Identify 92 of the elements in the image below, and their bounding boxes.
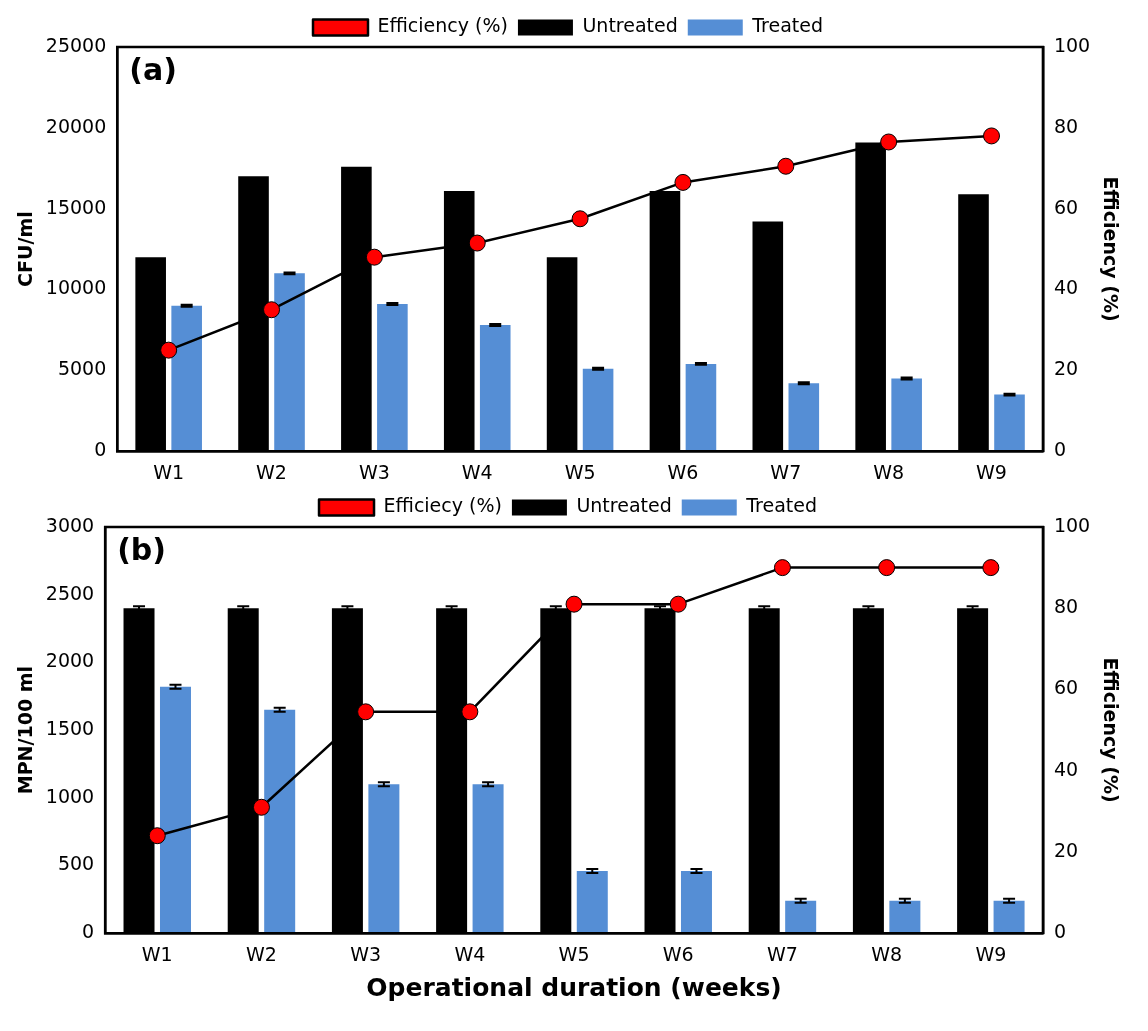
y-axis-title: CFU/ml xyxy=(14,211,37,287)
y2-tick-label: 40 xyxy=(1053,276,1079,299)
point xyxy=(982,559,1000,577)
point xyxy=(468,234,486,252)
annotation: (b) xyxy=(117,531,167,567)
x-tick-label: W9 xyxy=(975,942,1007,965)
y-tick-label: 0 xyxy=(94,438,107,461)
y2-tick-label: 60 xyxy=(1053,676,1079,699)
y2-tick-label: 40 xyxy=(1053,757,1079,780)
point xyxy=(365,248,383,266)
x-tick-label: W6 xyxy=(667,460,699,483)
point xyxy=(777,157,795,175)
bar xyxy=(680,870,712,934)
y2-tick-label: 0 xyxy=(1053,920,1067,943)
point xyxy=(880,133,898,151)
bar xyxy=(994,394,1025,452)
y-tick-label: 5000 xyxy=(57,357,107,380)
legend-label: Efficiency (%) xyxy=(377,14,508,37)
x-tick-label: W1 xyxy=(153,460,185,483)
y2-axis-title: Efficiency (%) xyxy=(1099,657,1122,803)
y-tick-label: 2500 xyxy=(45,581,95,604)
bar xyxy=(788,383,820,452)
x-tick-label: W8 xyxy=(871,942,903,965)
x-tick-label: W5 xyxy=(564,460,596,483)
y2-axis-title: Efficiency (%) xyxy=(1099,176,1122,322)
bar xyxy=(582,368,614,452)
bar xyxy=(368,784,400,934)
bar xyxy=(264,709,296,934)
x-axis-title: Operational duration (weeks) xyxy=(366,972,782,1002)
y2-tick-label: 20 xyxy=(1053,838,1079,861)
x-tick-label: W8 xyxy=(873,460,905,483)
y2-tick-label: 80 xyxy=(1053,114,1079,137)
bar xyxy=(891,378,922,452)
bar xyxy=(479,325,511,452)
x-tick-label: W6 xyxy=(662,942,694,965)
y2-tick-label: 100 xyxy=(1053,513,1091,536)
point xyxy=(252,798,270,816)
bar xyxy=(472,784,504,934)
y-tick-label: 1500 xyxy=(45,717,95,740)
point xyxy=(565,595,583,613)
bar xyxy=(685,363,717,452)
x-tick-label: W4 xyxy=(454,942,486,965)
x-tick-label: W3 xyxy=(350,942,382,965)
y-tick-label: 10000 xyxy=(45,276,107,299)
point xyxy=(878,559,896,577)
x-tick-label: W2 xyxy=(246,942,277,965)
y2-tick-label: 80 xyxy=(1053,595,1079,618)
point xyxy=(160,341,178,359)
bar xyxy=(785,900,817,934)
bar xyxy=(171,305,202,452)
x-tick-label: W3 xyxy=(358,460,390,483)
point xyxy=(674,173,692,191)
bar xyxy=(889,900,921,934)
legend-label: Untreated xyxy=(576,494,672,517)
y-tick-label: 3000 xyxy=(45,513,95,536)
x-tick-label: W7 xyxy=(770,460,802,483)
point xyxy=(461,703,479,721)
y2-tick-label: 20 xyxy=(1053,357,1079,380)
legend-label: Treated xyxy=(745,494,817,517)
y2-tick-label: 0 xyxy=(1053,438,1067,461)
bar xyxy=(159,686,191,934)
y2-tick-label: 60 xyxy=(1053,195,1079,218)
bar xyxy=(993,900,1025,934)
y-tick-label: 20000 xyxy=(45,114,107,137)
legend-label: Treated xyxy=(751,14,824,37)
x-tick-label: W5 xyxy=(558,942,590,965)
x-tick-label: W2 xyxy=(256,460,287,483)
point xyxy=(983,127,1001,145)
y-axis-title: MPN/100 ml xyxy=(14,665,37,795)
y-tick-label: 500 xyxy=(57,852,95,875)
y-tick-label: 1000 xyxy=(45,784,95,807)
legend-label: Efficiecy (%) xyxy=(383,494,502,517)
bar xyxy=(274,273,305,452)
bar xyxy=(377,304,408,452)
point xyxy=(357,703,375,721)
y-tick-label: 2000 xyxy=(45,649,95,672)
point xyxy=(773,559,791,577)
x-tick-label: W7 xyxy=(767,942,798,965)
point xyxy=(571,210,589,228)
legend-label: Untreated xyxy=(582,14,678,37)
y-tick-label: 25000 xyxy=(45,33,107,56)
x-tick-label: W4 xyxy=(461,460,493,483)
y-tick-label: 0 xyxy=(82,920,95,943)
point xyxy=(263,301,281,319)
x-tick-label: W1 xyxy=(141,942,173,965)
point xyxy=(669,595,687,613)
x-tick-label: W9 xyxy=(976,460,1007,483)
annotation: (a) xyxy=(129,51,177,87)
bar xyxy=(576,870,608,934)
point xyxy=(148,827,166,845)
y-tick-label: 15000 xyxy=(45,195,107,218)
y2-tick-label: 100 xyxy=(1053,33,1091,56)
